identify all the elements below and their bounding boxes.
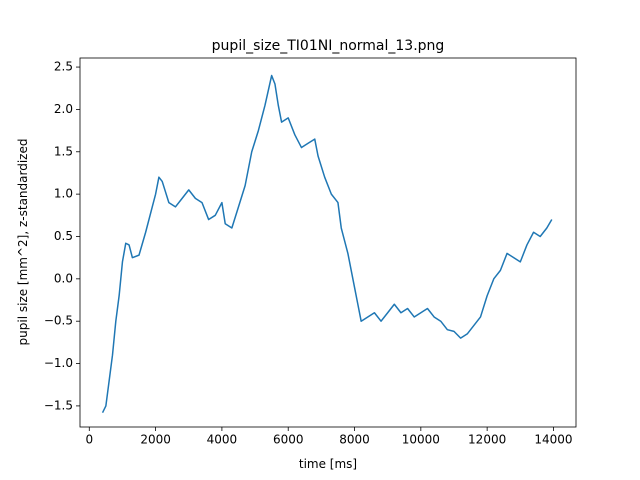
x-tick-label: 2000 <box>140 433 171 447</box>
x-tick-label: 0 <box>85 433 93 447</box>
axes-frame <box>79 57 577 428</box>
x-tick-label: 12000 <box>468 433 506 447</box>
chart-title: pupil_size_TI01NI_normal_13.png <box>212 38 445 54</box>
x-axis-label: time [ms] <box>299 457 357 471</box>
y-axis-label: pupil size [mm^2], z-standardized <box>16 139 30 346</box>
y-tick-label: 0.0 <box>54 271 73 285</box>
x-tick-label: 10000 <box>402 433 440 447</box>
y-tick-label: 2.0 <box>54 102 73 116</box>
y-tick-label: 2.5 <box>54 60 73 74</box>
y-tick-label: −1.5 <box>44 398 73 412</box>
y-tick-label: 1.0 <box>54 187 73 201</box>
x-tick-label: 4000 <box>207 433 238 447</box>
x-tick-label: 14000 <box>534 433 572 447</box>
y-tick-label: 1.5 <box>54 144 73 158</box>
x-tick-label: 8000 <box>339 433 370 447</box>
y-tick-label: −1.0 <box>44 356 73 370</box>
y-tick-label: −0.5 <box>44 314 73 328</box>
y-tick-label: 0.5 <box>54 229 73 243</box>
x-tick-label: 6000 <box>273 433 304 447</box>
data-line <box>101 74 553 414</box>
